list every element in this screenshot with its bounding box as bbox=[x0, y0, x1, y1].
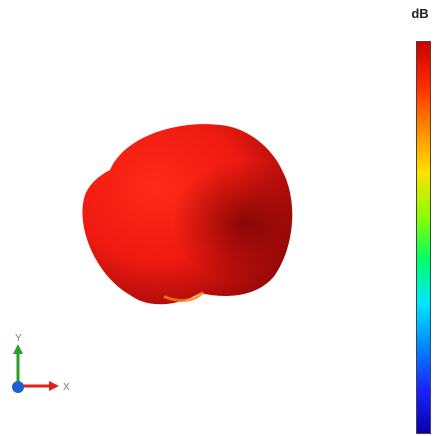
z-axis-icon bbox=[12, 381, 24, 393]
y-axis-arrow-icon bbox=[13, 344, 23, 354]
colorbar-unit-label: dB bbox=[411, 6, 429, 21]
x-axis-arrow-icon bbox=[49, 381, 59, 391]
pattern-shadow bbox=[82, 124, 293, 305]
radiation-pattern-surface[interactable] bbox=[70, 115, 310, 315]
y-axis-label: Y bbox=[15, 333, 22, 344]
colorbar bbox=[416, 41, 431, 434]
x-axis-label: X bbox=[63, 382, 70, 393]
axis-triad: Y X bbox=[12, 333, 70, 393]
pattern-rim-highlight bbox=[163, 291, 204, 302]
